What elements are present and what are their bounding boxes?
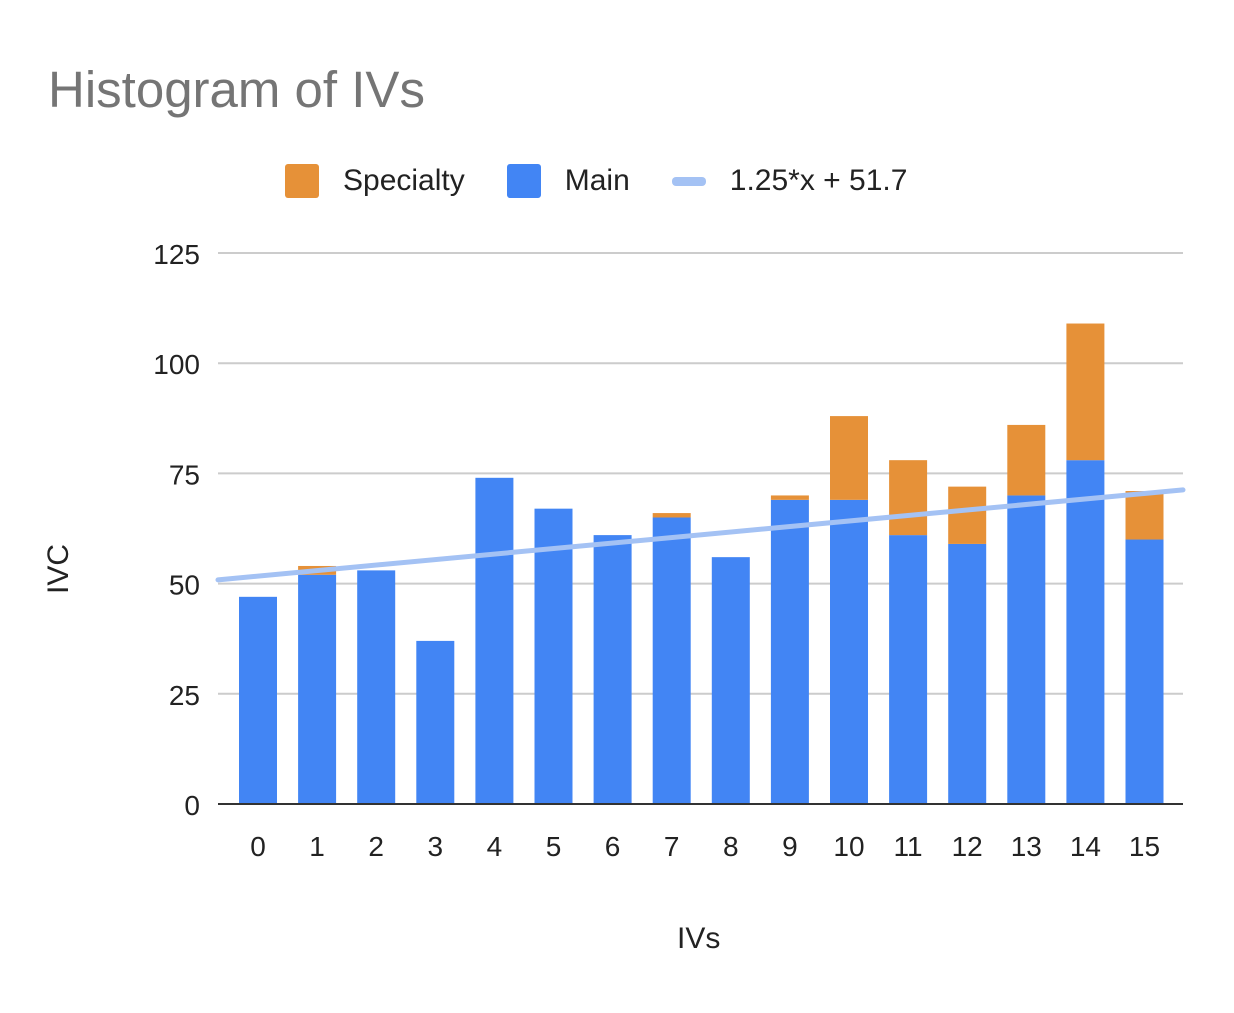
- x-tick-label: 15: [1129, 831, 1160, 862]
- bar-main[interactable]: [652, 517, 691, 804]
- trendline: [215, 487, 1186, 583]
- legend-label-trendline: 1.25*x + 51.7: [729, 164, 908, 197]
- bar-main[interactable]: [711, 557, 750, 804]
- y-tick-label: 25: [169, 680, 200, 711]
- bar-main[interactable]: [889, 535, 928, 804]
- legend-swatch-main: [506, 164, 541, 198]
- y-tick-label: 50: [169, 570, 200, 601]
- x-tick-label: 8: [723, 831, 739, 862]
- legend-label-specialty: Specialty: [343, 164, 465, 197]
- x-tick-label: 14: [1070, 831, 1101, 862]
- legend-item-specialty[interactable]: Specialty: [285, 164, 465, 198]
- bar-specialty[interactable]: [1007, 424, 1046, 496]
- x-tick-label: 2: [368, 831, 384, 862]
- y-tick-label: 100: [153, 349, 200, 380]
- bar-main[interactable]: [770, 499, 809, 804]
- x-tick-label: 6: [605, 831, 621, 862]
- x-tick-label: 4: [487, 831, 503, 862]
- bar-main[interactable]: [298, 574, 337, 804]
- bar-main[interactable]: [416, 640, 455, 804]
- legend-label-main: Main: [564, 164, 630, 197]
- x-tick-label: 9: [782, 831, 798, 862]
- y-tick-label: 75: [169, 459, 200, 490]
- bar-specialty[interactable]: [948, 486, 987, 544]
- bar-main[interactable]: [830, 499, 868, 804]
- legend-item-main[interactable]: Main: [506, 164, 630, 198]
- bar-main[interactable]: [1066, 460, 1105, 804]
- y-tick-label: 0: [184, 790, 200, 821]
- bar-main[interactable]: [1125, 539, 1164, 804]
- x-tick-label: 0: [250, 831, 266, 862]
- bar-main[interactable]: [239, 596, 277, 804]
- bar-specialty[interactable]: [830, 416, 868, 500]
- x-tick-label: 1: [309, 831, 325, 862]
- bar-main[interactable]: [357, 570, 396, 804]
- y-axis-title: IVC: [42, 543, 76, 595]
- legend-swatch-specialty: [285, 164, 319, 198]
- bar-specialty[interactable]: [770, 495, 809, 500]
- x-tick-label: 13: [1011, 831, 1042, 862]
- bar-main[interactable]: [593, 535, 632, 804]
- bar-specialty[interactable]: [1125, 491, 1164, 540]
- chart-title: Histogram of IVs: [48, 61, 425, 118]
- y-tick-label: 125: [153, 239, 200, 270]
- legend-swatch-trendline: [671, 176, 706, 186]
- bar-main[interactable]: [534, 508, 573, 804]
- bar-main[interactable]: [475, 477, 514, 804]
- bar-specialty[interactable]: [1066, 323, 1105, 461]
- x-tick-label: 5: [546, 831, 562, 862]
- bar-specialty[interactable]: [652, 513, 691, 518]
- legend-item-trendline[interactable]: 1.25*x + 51.7: [671, 164, 908, 198]
- bar-main[interactable]: [1007, 495, 1046, 804]
- x-tick-label: 7: [664, 831, 680, 862]
- x-tick-label: 3: [428, 831, 444, 862]
- legend: Specialty Main 1.25*x + 51.7: [285, 164, 949, 198]
- x-tick-label: 11: [894, 831, 923, 862]
- bar-specialty[interactable]: [889, 460, 928, 536]
- x-tick-label: 12: [952, 831, 983, 862]
- x-tick-label: 10: [833, 831, 864, 862]
- x-axis-title: IVs: [677, 922, 721, 955]
- bar-main[interactable]: [948, 543, 987, 804]
